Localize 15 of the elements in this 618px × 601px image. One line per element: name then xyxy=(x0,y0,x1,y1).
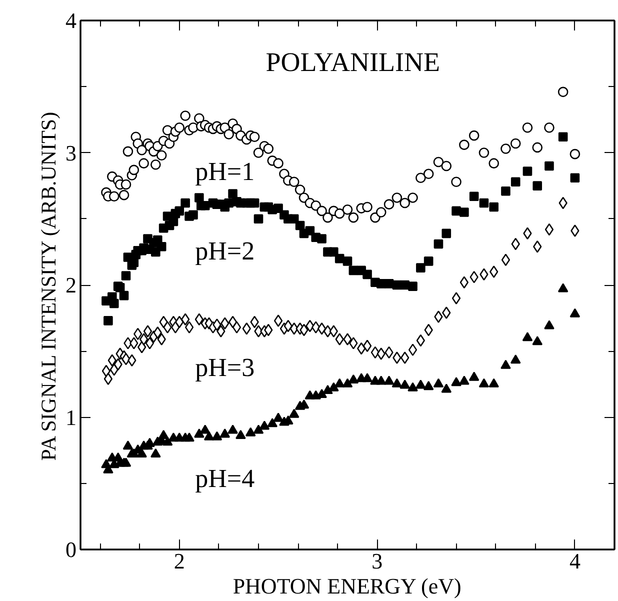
series-label: pH=1 xyxy=(195,157,255,186)
y-tick-label: 0 xyxy=(66,537,76,562)
series-label: pH=3 xyxy=(195,352,255,382)
x-tick-label: 2 xyxy=(174,548,185,574)
text: POLYANILINE xyxy=(266,46,440,77)
x-tick-label: 3 xyxy=(372,548,383,574)
y-tick-label: 2 xyxy=(66,272,76,298)
y-tick-label: 1 xyxy=(66,404,76,430)
series-label: pH=4 xyxy=(195,464,255,493)
y-axis-title: PA SIGNAL INTENSITY (ARB.UNITS) xyxy=(36,112,60,461)
y-tick-label: 4 xyxy=(66,8,76,33)
series-label: pH=2 xyxy=(195,236,255,266)
y-tick-label: 3 xyxy=(66,140,76,166)
x-tick-label: 4 xyxy=(569,548,580,574)
x-axis-title: PHOTON ENERGY (eV) xyxy=(232,574,462,598)
